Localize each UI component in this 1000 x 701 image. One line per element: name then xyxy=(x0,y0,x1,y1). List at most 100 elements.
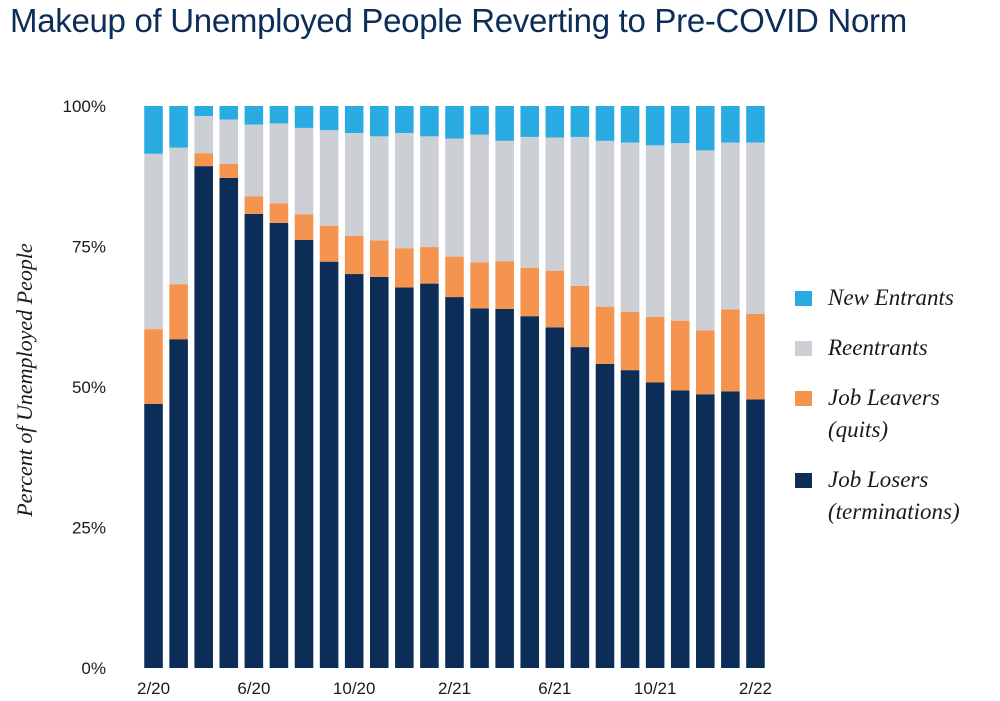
bar-reentrants-4-21 xyxy=(495,140,514,262)
bar-reentrants-2-22 xyxy=(746,142,765,314)
legend-label-job-leavers-2: (quits) xyxy=(828,417,889,442)
y-tick-label: 50% xyxy=(72,378,106,397)
bar-new-entrants-2-22 xyxy=(746,106,765,143)
legend-swatch-job-leavers xyxy=(795,391,812,406)
bar-job-losers-12-20 xyxy=(395,287,414,668)
bar-new-entrants-1-21 xyxy=(420,106,439,137)
bar-new-entrants-9-20 xyxy=(319,106,339,131)
bar-new-entrants-8-21 xyxy=(595,106,615,141)
bar-job-losers-9-20 xyxy=(319,261,339,668)
bar-job-leavers-9-21 xyxy=(620,311,640,371)
bar-job-losers-3-20 xyxy=(169,339,188,668)
bar-job-leavers-5-20 xyxy=(219,163,239,178)
bar-reentrants-4-20 xyxy=(194,116,213,154)
x-tick-label: 6/21 xyxy=(538,679,571,698)
bar-job-losers-12-21 xyxy=(696,394,715,668)
legend-label-job-losers-2: (terminations) xyxy=(828,499,960,524)
bar-reentrants-11-21 xyxy=(670,143,690,321)
y-tick-label: 25% xyxy=(72,519,106,538)
bar-job-losers-1-21 xyxy=(420,283,439,668)
bar-new-entrants-2-21 xyxy=(445,106,464,139)
bar-new-entrants-5-20 xyxy=(219,106,239,120)
bar-job-losers-9-21 xyxy=(620,370,640,668)
bar-job-losers-10-21 xyxy=(645,382,665,668)
bar-new-entrants-6-21 xyxy=(545,106,565,138)
bar-job-losers-11-20 xyxy=(369,276,389,668)
bar-job-leavers-3-20 xyxy=(169,284,188,340)
x-tick-label: 10/21 xyxy=(634,679,677,698)
x-tick-label: 10/20 xyxy=(333,679,376,698)
bar-job-leavers-4-20 xyxy=(194,153,213,167)
bar-job-losers-5-20 xyxy=(219,177,239,668)
bar-job-losers-2-20 xyxy=(144,403,163,668)
bar-job-leavers-4-21 xyxy=(495,261,514,309)
bar-reentrants-12-20 xyxy=(395,132,414,249)
legend-label-job-losers-1: Job Losers xyxy=(828,467,929,492)
bar-job-losers-2-22 xyxy=(746,399,765,668)
bar-job-leavers-11-21 xyxy=(670,320,690,391)
bar-job-leavers-2-20 xyxy=(144,329,163,404)
y-tick-label: 75% xyxy=(72,238,106,257)
bar-job-losers-4-20 xyxy=(194,166,213,668)
bars xyxy=(144,106,765,668)
legend: New Entrants Reentrants Job Leavers (qui… xyxy=(795,282,1000,546)
bar-job-losers-7-21 xyxy=(570,347,590,668)
bar-reentrants-8-21 xyxy=(595,140,615,307)
bar-reentrants-3-21 xyxy=(470,134,489,263)
bar-reentrants-6-20 xyxy=(244,124,264,197)
bar-reentrants-7-20 xyxy=(269,123,289,204)
bar-job-leavers-6-21 xyxy=(545,270,565,328)
bar-job-leavers-12-21 xyxy=(696,330,715,395)
bar-job-leavers-1-21 xyxy=(420,247,439,284)
bar-reentrants-2-21 xyxy=(445,138,464,257)
bar-new-entrants-5-21 xyxy=(520,106,540,137)
bar-new-entrants-1-22 xyxy=(721,106,740,143)
x-tick-label: 2/21 xyxy=(438,679,471,698)
bar-reentrants-5-21 xyxy=(520,136,540,268)
bar-new-entrants-12-20 xyxy=(395,106,414,133)
bar-job-leavers-10-21 xyxy=(645,316,665,383)
bar-new-entrants-6-20 xyxy=(244,106,264,125)
bar-new-entrants-10-21 xyxy=(645,106,665,146)
bar-job-leavers-9-20 xyxy=(319,225,339,262)
bar-job-leavers-3-21 xyxy=(470,262,489,309)
bar-job-leavers-2-21 xyxy=(445,256,464,298)
bar-new-entrants-3-21 xyxy=(470,106,489,135)
bar-job-losers-7-20 xyxy=(269,222,289,668)
legend-item-job-losers: Job Losers (terminations) xyxy=(795,464,1000,528)
bar-job-leavers-8-21 xyxy=(595,306,615,364)
x-axis: 2/20 6/20 10/20 2/21 6/21 10/21 2/22 xyxy=(137,679,772,698)
bar-job-losers-8-21 xyxy=(595,363,615,668)
bar-job-leavers-5-21 xyxy=(520,267,540,317)
bar-new-entrants-9-21 xyxy=(620,106,640,143)
bar-job-losers-6-20 xyxy=(244,213,264,668)
bar-job-leavers-2-22 xyxy=(746,313,765,400)
bar-job-leavers-11-20 xyxy=(369,240,389,277)
bar-job-leavers-8-20 xyxy=(294,214,314,240)
legend-swatch-new-entrants xyxy=(795,291,812,306)
bar-reentrants-3-20 xyxy=(169,147,188,285)
bar-reentrants-5-20 xyxy=(219,119,239,164)
bar-new-entrants-11-20 xyxy=(369,106,389,137)
bar-job-losers-6-21 xyxy=(545,327,565,668)
x-tick-label: 2/22 xyxy=(739,679,772,698)
chart-title: Makeup of Unemployed People Reverting to… xyxy=(10,2,907,39)
bar-job-leavers-12-20 xyxy=(395,248,414,288)
bar-job-leavers-6-20 xyxy=(244,196,264,214)
y-tick-label: 100% xyxy=(63,97,106,116)
bar-new-entrants-7-20 xyxy=(269,106,289,124)
x-tick-label: 6/20 xyxy=(237,679,270,698)
bar-job-losers-2-21 xyxy=(445,297,464,668)
bar-new-entrants-8-20 xyxy=(294,106,314,128)
bar-reentrants-7-21 xyxy=(570,136,590,286)
bar-reentrants-8-20 xyxy=(294,127,314,215)
bar-reentrants-2-20 xyxy=(144,153,163,330)
bar-reentrants-1-22 xyxy=(721,142,740,310)
bar-job-losers-1-22 xyxy=(721,391,740,668)
bar-new-entrants-10-20 xyxy=(344,106,364,133)
y-axis-label: Percent of Unemployed People xyxy=(12,243,37,518)
bar-reentrants-6-21 xyxy=(545,137,565,271)
bar-reentrants-1-21 xyxy=(420,136,439,248)
y-axis: 0% 25% 50% 75% 100% xyxy=(63,97,106,678)
